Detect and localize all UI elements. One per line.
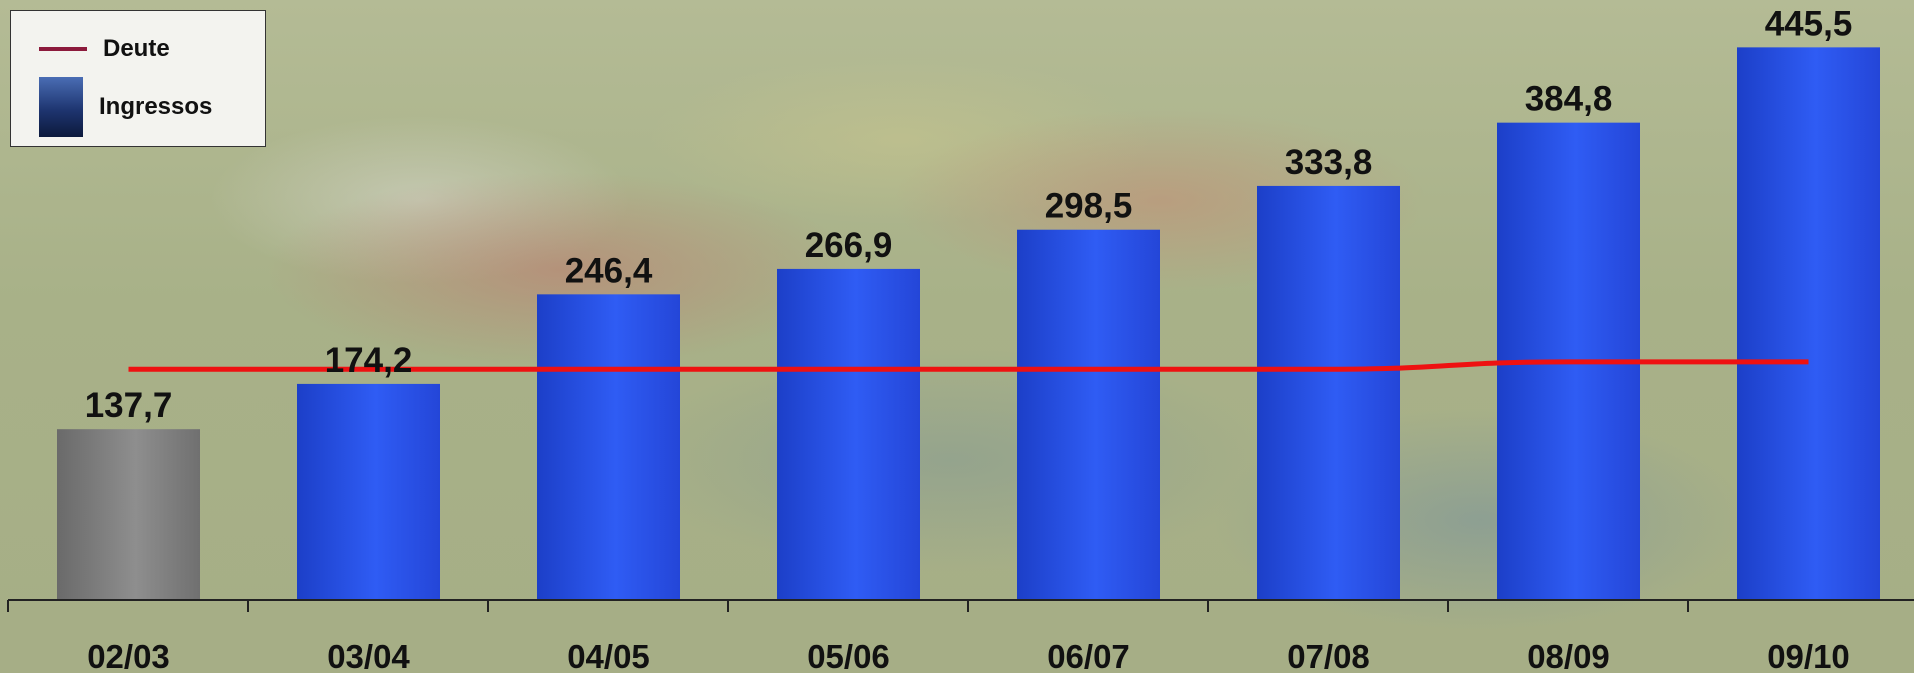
bar-value-label: 384,8 <box>1525 80 1613 119</box>
legend-bar-swatch <box>39 77 83 137</box>
bar-value-label: 333,8 <box>1285 143 1373 182</box>
legend: Deute Ingressos <box>10 10 266 147</box>
legend-label-deute: Deute <box>103 35 170 62</box>
deute-line <box>128 359 1809 372</box>
bar-value-label: 246,4 <box>565 251 653 290</box>
bar-07-08 <box>1257 185 1400 601</box>
bar-03-04 <box>297 383 440 600</box>
x-tick-label: 02/03 <box>87 638 170 673</box>
bars-group <box>57 47 1880 601</box>
x-tick-label: 04/05 <box>567 638 650 673</box>
bar-labels-group: 137,7 174,2 246,4 266,9 298,5 333,8 384,8 445,5 <box>85 4 1853 425</box>
x-tick-label: 06/07 <box>1047 638 1130 673</box>
legend-item-deute: Deute <box>39 35 170 63</box>
legend-line-swatch <box>39 47 87 51</box>
bar-value-label: 137,7 <box>85 386 173 425</box>
debt-line-group <box>128 359 1809 372</box>
x-tick-label: 09/10 <box>1767 638 1850 673</box>
x-tick-label: 07/08 <box>1287 638 1370 673</box>
bar-value-label: 174,2 <box>325 341 413 380</box>
bar-value-label: 266,9 <box>805 226 893 265</box>
x-axis: 02/03 03/04 04/05 05/06 06/07 07/08 08/09 09/10 <box>7 599 1914 673</box>
bar-09-10 <box>1737 47 1880 601</box>
bar-02-03 <box>57 429 200 600</box>
x-tick-label: 08/09 <box>1527 638 1610 673</box>
bar-04-05 <box>537 294 680 600</box>
legend-item-ingressos: Ingressos <box>39 77 212 137</box>
bar-value-label: 445,5 <box>1765 4 1853 43</box>
legend-label-ingressos: Ingressos <box>99 93 213 120</box>
bar-06-07 <box>1017 229 1160 600</box>
x-tick-label: 05/06 <box>807 638 890 673</box>
bar-value-label: 298,5 <box>1045 187 1133 226</box>
bar-05-06 <box>777 268 920 600</box>
x-tick-label: 03/04 <box>327 638 410 673</box>
